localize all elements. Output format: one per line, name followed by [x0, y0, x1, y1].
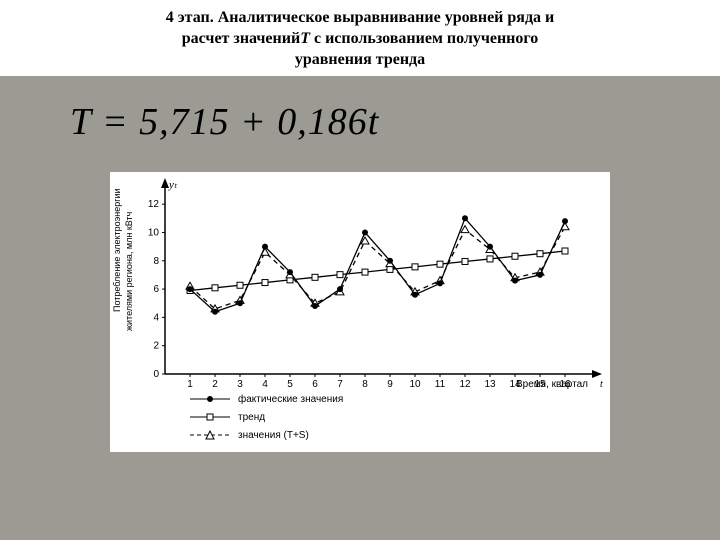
- svg-text:4: 4: [153, 313, 159, 324]
- svg-text:13: 13: [484, 379, 496, 390]
- header-line1: 4 этап. Аналитическое выравнивание уровн…: [14, 8, 706, 29]
- legend-marker-trend: [190, 411, 230, 423]
- svg-text:12: 12: [148, 200, 160, 211]
- svg-text:8: 8: [362, 379, 368, 390]
- svg-text:12: 12: [459, 379, 471, 390]
- svg-text:2: 2: [153, 341, 159, 352]
- svg-text:3: 3: [237, 379, 243, 390]
- chart-container: yₜ Потребление электроэнергии жителями р…: [110, 172, 610, 452]
- svg-text:2: 2: [212, 379, 218, 390]
- header-line2: расчет значенийT с использованием получе…: [14, 29, 706, 50]
- x-axis-label: Время, квартал: [516, 379, 588, 390]
- legend-row-actual: фактические значения: [190, 392, 343, 406]
- legend-label-actual: фактические значения: [238, 394, 343, 405]
- legend-marker-ts: [190, 429, 230, 441]
- y-axis-label-2: жителями региона, млн кВтч: [124, 212, 134, 331]
- svg-text:1: 1: [187, 379, 193, 390]
- svg-text:6: 6: [153, 284, 159, 295]
- y-axis-label-1: Потребление электроэнергии: [112, 189, 122, 313]
- svg-text:t: t: [600, 379, 603, 390]
- svg-text:9: 9: [387, 379, 393, 390]
- svg-text:0: 0: [153, 369, 159, 380]
- legend-marker-actual: [190, 393, 230, 405]
- legend-label-ts: значения (T+S): [238, 430, 309, 441]
- legend-label-trend: тренд: [238, 412, 265, 423]
- legend: фактические значения тренд значения (T+S…: [190, 392, 343, 446]
- svg-text:7: 7: [337, 379, 343, 390]
- svg-text:8: 8: [153, 256, 159, 267]
- svg-text:10: 10: [409, 379, 421, 390]
- svg-text:5: 5: [287, 379, 293, 390]
- svg-text:10: 10: [148, 228, 160, 239]
- svg-text:4: 4: [262, 379, 268, 390]
- legend-row-ts: значения (T+S): [190, 428, 343, 442]
- header: 4 этап. Аналитическое выравнивание уровн…: [0, 0, 720, 76]
- legend-row-trend: тренд: [190, 410, 343, 424]
- svg-text:11: 11: [435, 379, 446, 390]
- svg-text:6: 6: [312, 379, 318, 390]
- line-chart: 02468101212345678910111213141516t: [110, 172, 610, 452]
- header-line3: уравнения тренда: [14, 50, 706, 71]
- trend-equation: T = 5,715 + 0,186t: [70, 100, 720, 144]
- y-axis-symbol: yₜ: [169, 178, 177, 191]
